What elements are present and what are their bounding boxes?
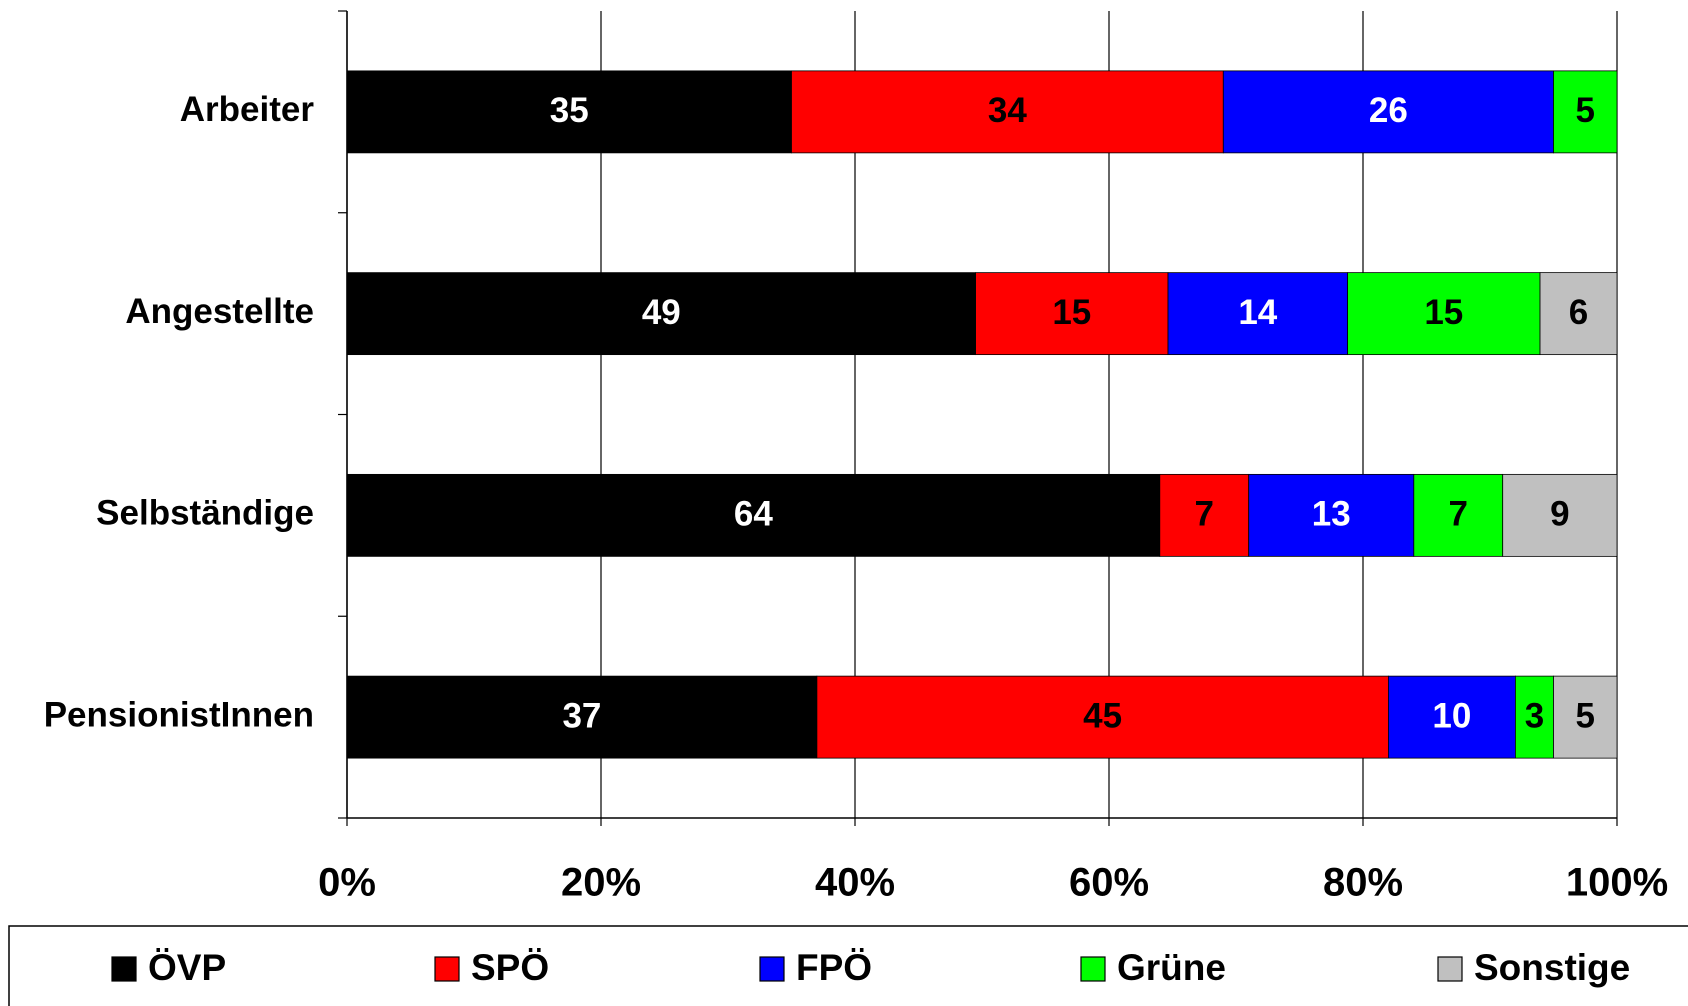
category-label: Selbständige (96, 494, 314, 533)
bar-segment (1222, 70, 1554, 154)
legend-swatch (434, 956, 460, 982)
legend-box (8, 925, 1688, 1006)
legend-swatch (111, 956, 137, 982)
bar-segment (975, 272, 1169, 356)
bar-segment (791, 70, 1224, 154)
value-label: 35 (550, 91, 589, 130)
legend-label: FPÖ (796, 947, 872, 988)
value-label: 7 (1195, 495, 1214, 534)
legend-label: Sonstige (1474, 947, 1630, 988)
value-label: 37 (562, 696, 601, 735)
legend-swatch (1437, 956, 1463, 982)
bar-segment (1539, 272, 1618, 356)
value-label: 7 (1449, 495, 1468, 534)
bar-segment (346, 675, 818, 759)
bar-segment (1515, 675, 1554, 759)
bar-segment (1553, 675, 1618, 759)
value-label: 64 (734, 495, 773, 534)
bar-segment (1159, 473, 1250, 557)
x-tick-label: 0% (318, 861, 376, 905)
bar-segment (1388, 675, 1516, 759)
value-label: 10 (1432, 696, 1471, 735)
legend-label: SPÖ (471, 947, 549, 988)
legend-swatch (759, 956, 785, 982)
category-label: Angestellte (125, 292, 314, 331)
value-label: 45 (1083, 696, 1122, 735)
x-tick-label: 100% (1566, 861, 1668, 905)
bar-segment (1167, 272, 1349, 356)
legend-swatch (1080, 956, 1106, 982)
bar-segment (1347, 272, 1541, 356)
value-label: 5 (1576, 696, 1595, 735)
category-label: Arbeiter (180, 90, 315, 129)
bar-segment (1553, 70, 1618, 154)
value-label: 15 (1424, 293, 1463, 332)
value-label: 49 (642, 293, 681, 332)
value-label: 3 (1525, 696, 1544, 735)
value-label: 15 (1052, 293, 1091, 332)
value-label: 9 (1550, 495, 1569, 534)
category-label: PensionistInnen (44, 695, 314, 734)
value-label: 14 (1238, 293, 1277, 332)
x-tick-label: 80% (1323, 861, 1403, 905)
x-tick-label: 40% (815, 861, 895, 905)
legend-label: ÖVP (148, 947, 226, 988)
value-label: 6 (1569, 293, 1588, 332)
value-label: 5 (1576, 91, 1595, 130)
legend-label: Grüne (1117, 947, 1226, 988)
x-tick-label: 20% (561, 861, 641, 905)
bar-segment (346, 272, 976, 356)
x-tick-label: 60% (1069, 861, 1149, 905)
bar-segment (346, 473, 1161, 557)
bar-segment (1502, 473, 1618, 557)
bar-segment (816, 675, 1389, 759)
value-label: 13 (1312, 495, 1351, 534)
value-label: 34 (988, 91, 1027, 130)
value-label: 26 (1369, 91, 1408, 130)
bar-segment (346, 70, 792, 154)
